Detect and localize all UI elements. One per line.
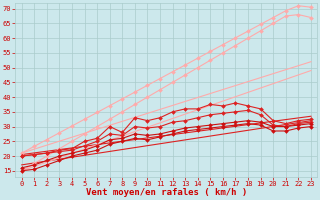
X-axis label: Vent moyen/en rafales ( km/h ): Vent moyen/en rafales ( km/h ): [86, 188, 247, 197]
